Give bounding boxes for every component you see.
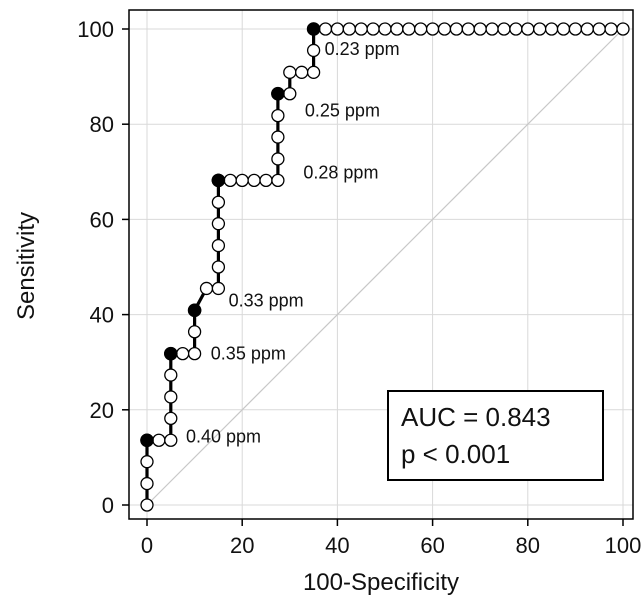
roc-point	[425, 22, 440, 36]
roc-point	[271, 173, 285, 188]
roc-point	[283, 65, 297, 79]
x-axis-label: 100-Specificity	[303, 569, 459, 596]
roc-point	[176, 346, 190, 361]
roc-point	[187, 346, 202, 361]
criterion-label: 0.25 ppm	[305, 101, 380, 121]
roc-point	[187, 325, 202, 339]
axis-ticks	[122, 28, 624, 526]
roc-point	[449, 22, 464, 36]
y-tick-label: 40	[90, 303, 114, 328]
roc-point	[235, 173, 249, 188]
x-tick-label: 60	[420, 533, 444, 558]
roc-point	[318, 22, 333, 36]
roc-point	[533, 22, 547, 36]
roc-point	[330, 22, 345, 36]
roc-point	[295, 65, 309, 79]
auc-value-text: AUC = 0.843	[401, 402, 551, 432]
roc-point	[140, 455, 154, 469]
criterion-label: 0.33 ppm	[229, 290, 304, 310]
roc-point	[306, 43, 321, 58]
roc-point	[366, 22, 380, 36]
auc-box-frame	[387, 390, 604, 481]
roc-point	[223, 173, 237, 188]
criterion-points	[140, 22, 321, 448]
roc-point	[271, 152, 285, 166]
x-tick-label: 80	[516, 533, 540, 558]
y-tick-label: 100	[77, 17, 114, 42]
auc-annotation-box: AUC = 0.843 p < 0.001	[387, 390, 604, 481]
y-tick-label: 80	[90, 112, 114, 137]
roc-point	[164, 368, 178, 382]
x-tick-labels: 0 20 40 60 80 100	[141, 533, 641, 558]
roc-point	[271, 108, 285, 123]
roc-point	[140, 476, 154, 491]
roc-point	[544, 22, 559, 36]
x-tick-label: 40	[325, 533, 349, 558]
roc-point	[402, 22, 416, 36]
criterion-label: 0.40 ppm	[186, 426, 261, 446]
roc-point	[497, 22, 511, 36]
roc-point	[211, 281, 226, 296]
roc-point	[616, 22, 630, 36]
roc-point	[211, 195, 226, 209]
criterion-label: 0.35 ppm	[211, 344, 286, 364]
criterion-point	[187, 303, 202, 318]
y-tick-labels: 0 20 40 60 80 100	[77, 17, 114, 518]
roc-point	[390, 22, 404, 36]
roc-point	[485, 22, 499, 36]
criterion-point	[164, 346, 178, 361]
criterion-label: 0.28 ppm	[303, 162, 378, 182]
reference-diagonal-line	[146, 28, 624, 506]
x-tick-label: 100	[605, 533, 642, 558]
roc-point	[354, 22, 368, 36]
roc-point	[473, 22, 487, 36]
y-axis-label: Sensitivity	[13, 212, 40, 320]
roc-point	[568, 22, 583, 36]
criterion-point	[271, 86, 285, 101]
x-tick-label: 0	[141, 533, 153, 558]
roc-point	[592, 22, 606, 36]
roc-point	[556, 22, 571, 36]
roc-point	[152, 433, 166, 447]
roc-point	[271, 130, 285, 144]
criterion-point	[306, 22, 321, 36]
roc-point	[211, 217, 226, 231]
roc-point	[342, 22, 356, 36]
roc-point	[306, 65, 321, 79]
roc-point	[140, 498, 154, 512]
x-tick-label: 20	[230, 533, 254, 558]
roc-point	[437, 22, 452, 36]
plot-frame	[128, 9, 634, 520]
roc-point	[461, 22, 475, 36]
roc-point	[164, 433, 178, 447]
grid	[129, 10, 633, 519]
roc-point	[199, 281, 214, 296]
roc-point	[604, 22, 618, 36]
criterion-label: 0.23 ppm	[325, 39, 400, 59]
roc-point	[164, 411, 178, 426]
criterion-point	[211, 173, 226, 188]
roc-point	[247, 173, 261, 188]
criterion-labels: 0.40 ppm 0.35 ppm 0.33 ppm 0.28 ppm 0.25 ppm…	[186, 39, 400, 446]
roc-point	[414, 22, 428, 36]
criterion-point	[140, 433, 154, 448]
y-tick-label: 20	[90, 398, 114, 423]
roc-point	[378, 22, 392, 36]
roc-point	[509, 22, 523, 36]
roc-point	[211, 260, 226, 274]
roc-point	[259, 173, 273, 188]
roc-point	[580, 22, 594, 36]
p-value-text: p < 0.001	[401, 439, 510, 469]
roc-point	[211, 238, 226, 253]
roc-point	[521, 22, 535, 36]
roc-point	[283, 87, 297, 101]
y-tick-label: 0	[102, 493, 114, 518]
roc-point	[164, 390, 178, 404]
y-tick-label: 60	[90, 207, 114, 232]
